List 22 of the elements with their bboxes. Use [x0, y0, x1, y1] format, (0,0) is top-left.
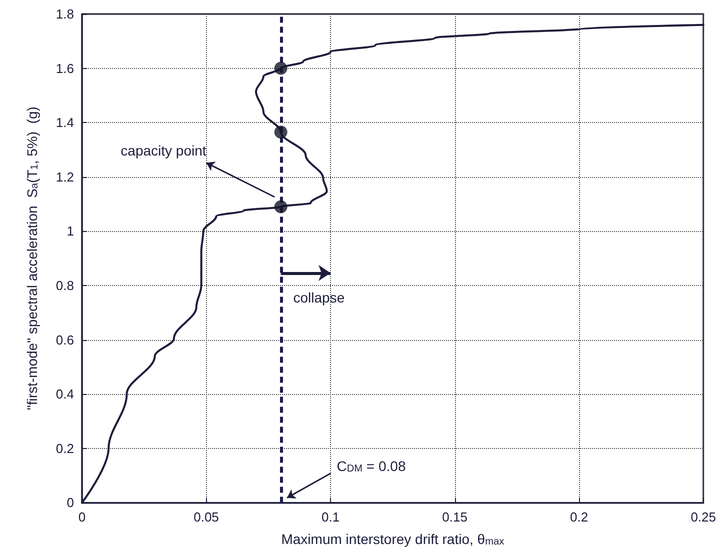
y-tick-label: 1.2	[56, 169, 74, 184]
y-tick-label: 0.2	[56, 440, 74, 456]
y-tick-label: 0.8	[56, 278, 74, 293]
y-axis-title: "first-mode" spectral acceleration Sa(T1, 5%) (g)	[24, 106, 40, 410]
y-tick-label: 0.4	[56, 386, 74, 402]
x-tick-label: 0.05	[194, 510, 219, 525]
x-tick-label: 0.25	[690, 510, 716, 525]
point	[274, 200, 288, 214]
point	[274, 126, 288, 139]
annotation: collapse	[293, 289, 345, 306]
y-tick-label: 0	[66, 495, 74, 510]
point	[274, 62, 288, 75]
x-tick-label: 0.15	[442, 510, 468, 525]
x-tick-label: 0	[78, 510, 86, 525]
y-tick-label: 1	[66, 224, 74, 239]
x-tick-label: 0.1	[322, 510, 340, 525]
y-tick-label: 0.6	[56, 332, 74, 348]
x-tick-label: 0.2	[570, 510, 588, 525]
y-tick-label: 1.4	[56, 115, 74, 130]
y-tick-label: 1.8	[56, 6, 74, 22]
y-tick-label: 1.6	[56, 60, 74, 76]
annotation: capacity point	[120, 142, 206, 159]
